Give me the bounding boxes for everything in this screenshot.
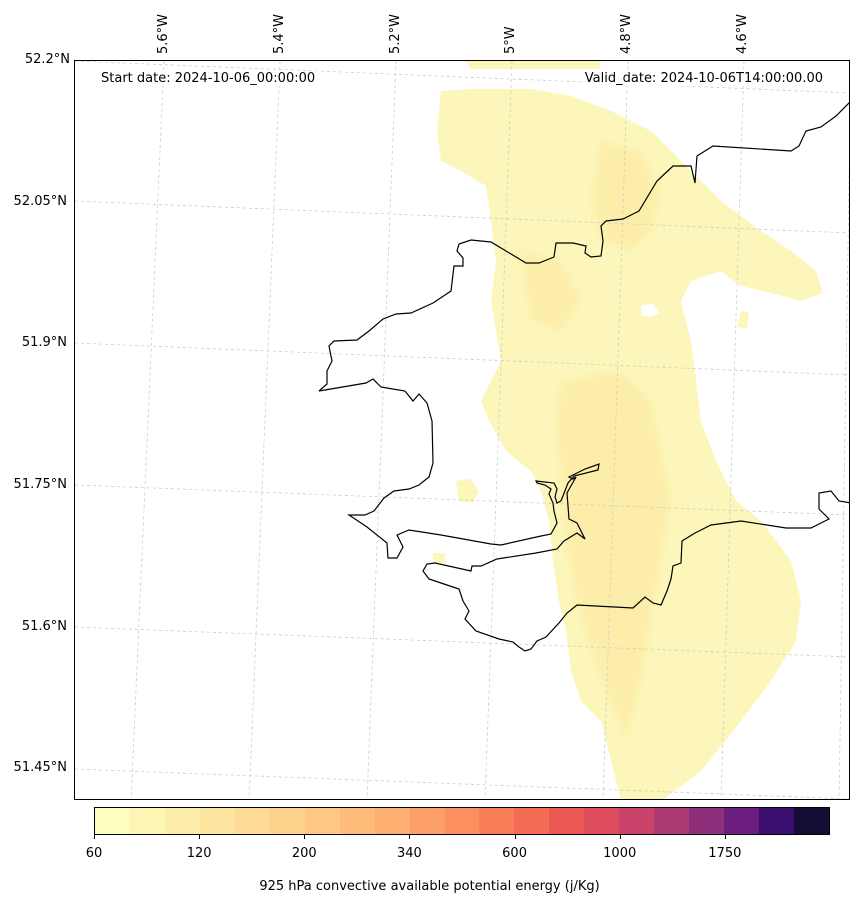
colorbar-tick [304, 835, 306, 839]
valid-date-label: Valid_date: 2024-10-06T14:00:00.00 [582, 71, 825, 86]
colorbar-tick [619, 835, 621, 839]
colorbar-tick-label: 200 [291, 846, 317, 861]
coastline-west [318, 378, 849, 652]
colorbar-tick-label: 340 [397, 846, 422, 861]
colorbar-tick [514, 835, 516, 839]
colorbar-tick [724, 835, 726, 839]
colorbar-tick-label: 60 [85, 846, 103, 861]
lon-label-5: 5°W [503, 26, 518, 54]
colorbar-segment [549, 808, 585, 834]
cape-map [75, 61, 849, 799]
colorbar-segment [269, 808, 305, 834]
colorbar [94, 807, 830, 835]
colorbar-segment [129, 808, 165, 834]
coastline [318, 102, 849, 652]
colorbar-segment [409, 808, 445, 834]
cape-region-west-blob [456, 479, 479, 503]
colorbar-label: 925 hPa convective available potential e… [259, 879, 600, 894]
cape-hole [641, 303, 659, 317]
colorbar-tick-label: 120 [186, 846, 212, 861]
colorbar-segment [234, 808, 270, 834]
lat-label-52-05: 52.05°N [13, 194, 67, 209]
colorbar-segment [304, 808, 340, 834]
coastline-north [318, 102, 849, 392]
colorbar-tick-label: 1000 [603, 846, 637, 861]
colorbar-segment [619, 808, 655, 834]
lat-label-52-2: 52.2°N [24, 52, 70, 67]
colorbar-segment [584, 808, 620, 834]
map-frame[interactable]: Start date: 2024-10-06_00:00:00 Valid_da… [74, 60, 850, 800]
colorbar-segment [794, 808, 830, 834]
colorbar-segment [374, 808, 410, 834]
cape-region-west-blob2 [433, 553, 445, 563]
lat-label-51-9: 51.9°N [21, 335, 67, 350]
start-date-label: Start date: 2024-10-06_00:00:00 [99, 71, 318, 86]
colorbar-segment [514, 808, 550, 834]
colorbar-tick-label: 600 [502, 846, 527, 861]
colorbar-segment [479, 808, 515, 834]
colorbar-segment [444, 808, 480, 834]
colorbar-tick [94, 835, 95, 839]
colorbar-segment [689, 808, 725, 834]
colorbar-segment [654, 808, 690, 834]
lon-label-4-8: 4.8°W [619, 13, 634, 54]
colorbar-tick [199, 835, 201, 839]
colorbar-segment [339, 808, 375, 834]
colorbar-tick-label: 1750 [708, 846, 742, 861]
cape-shading [433, 61, 823, 799]
colorbar-segment [95, 808, 130, 834]
lat-label-51-6: 51.6°N [21, 619, 67, 634]
colorbar-segment [724, 808, 760, 834]
colorbar-segment [759, 808, 795, 834]
lon-label-5-4: 5.4°W [272, 13, 287, 54]
cape-region-east-blob [737, 311, 749, 329]
colorbar-segment [164, 808, 200, 834]
lon-label-5-6: 5.6°W [156, 13, 171, 54]
lat-label-51-75: 51.75°N [13, 477, 67, 492]
cape-region-core [521, 141, 671, 741]
lat-label-51-45: 51.45°N [13, 760, 67, 775]
lon-label-5-2: 5.2°W [388, 13, 403, 54]
colorbar-segment [199, 808, 235, 834]
lon-label-4-6: 4.6°W [735, 13, 750, 54]
colorbar-tick [409, 835, 411, 839]
